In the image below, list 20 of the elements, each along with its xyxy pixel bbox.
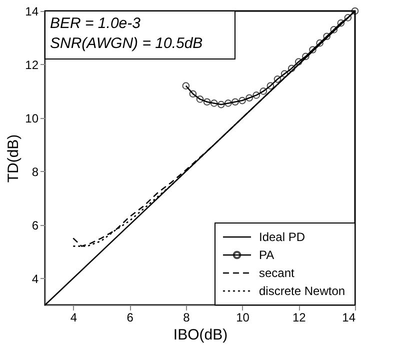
x-tick-label: 4 <box>70 310 78 324</box>
y-tick-label: 10 <box>25 111 39 126</box>
x-tick-label: 8 <box>183 310 190 324</box>
x-tick-label: 6 <box>126 310 134 324</box>
legend-label: Ideal PD <box>259 230 306 244</box>
x-tick-label: 10 <box>236 310 250 324</box>
x-tick-label: 12 <box>292 310 306 324</box>
legend-label: secant <box>259 266 296 280</box>
x-tick-label: 14 <box>342 310 356 324</box>
y-axis-title: TD(dB) <box>5 134 22 183</box>
annotation: SNR(AWGN) = 10.5dB <box>50 35 203 52</box>
y-tick-label: 4 <box>32 272 39 286</box>
annotation: BER = 1.0e-3 <box>50 15 142 32</box>
y-tick-label: 6 <box>32 218 39 232</box>
x-axis-title: IBO(dB) <box>173 326 228 344</box>
y-tick-label: 12 <box>25 58 39 72</box>
y-tick-label: 14 <box>25 4 39 18</box>
legend-label: discrete Newton <box>259 284 346 298</box>
legend-label: PA <box>259 248 274 262</box>
y-tick-label: 8 <box>32 164 39 179</box>
